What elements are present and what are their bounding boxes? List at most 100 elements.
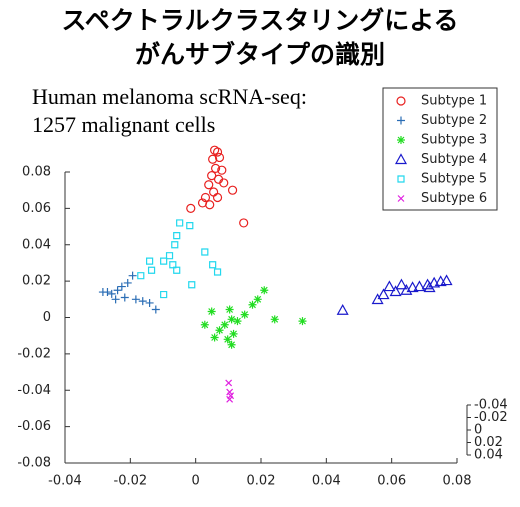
point	[123, 278, 132, 287]
point	[201, 248, 209, 256]
point	[212, 192, 223, 203]
z-tick-label: -0.04	[474, 398, 508, 413]
point	[239, 218, 249, 228]
point	[225, 379, 233, 387]
point	[215, 326, 224, 335]
point	[253, 295, 262, 304]
point	[336, 303, 349, 315]
point	[212, 147, 223, 157]
annotation: 1257 malignant cells	[32, 112, 215, 137]
point	[227, 340, 236, 349]
point	[160, 290, 168, 299]
point	[413, 280, 426, 292]
y-tick-label: 0.06	[22, 201, 51, 216]
point	[240, 310, 249, 319]
point	[210, 333, 219, 342]
point	[160, 257, 168, 265]
legend-marker	[397, 195, 405, 202]
point	[209, 187, 219, 197]
point	[209, 261, 217, 269]
point	[137, 272, 145, 280]
legend-label: Subtype 3	[421, 133, 487, 148]
point	[298, 317, 307, 326]
z-tick-label: -0.02	[474, 410, 508, 425]
legend-marker	[397, 175, 405, 183]
x-tick-label: 0.08	[443, 474, 472, 489]
point	[111, 295, 120, 304]
point	[229, 329, 238, 338]
y-tick-label: -0.02	[17, 346, 51, 361]
point	[227, 185, 238, 195]
point	[173, 266, 181, 274]
legend-marker	[397, 136, 405, 144]
point	[213, 268, 222, 276]
z-tick-label: 0.04	[474, 448, 503, 463]
point	[395, 278, 408, 290]
point	[98, 288, 107, 297]
legend-label: Subtype 6	[421, 191, 487, 206]
y-tick-label: 0.08	[22, 165, 51, 180]
legend-label: Subtype 4	[421, 152, 487, 167]
point	[260, 286, 269, 295]
x-tick-label: -0.04	[48, 474, 82, 489]
z-tick-label: 0	[474, 423, 482, 438]
point	[186, 222, 194, 230]
point	[270, 315, 279, 324]
point	[226, 395, 234, 403]
legend-box	[382, 87, 498, 211]
y-tick-label: 0.04	[22, 237, 51, 252]
point	[207, 171, 217, 181]
point	[200, 320, 209, 329]
point	[217, 165, 227, 175]
annotation: Human melanoma scRNA-seq:	[32, 84, 307, 109]
x-tick-label: 0.02	[247, 474, 276, 489]
point	[406, 281, 419, 293]
point	[131, 295, 140, 304]
point	[120, 293, 129, 302]
x-tick-label: -0.02	[114, 474, 148, 489]
point	[383, 280, 396, 292]
y-tick-label: -0.06	[17, 419, 51, 434]
point	[223, 335, 232, 344]
point	[113, 286, 122, 295]
point	[147, 266, 156, 274]
point	[208, 154, 218, 164]
point	[173, 232, 181, 240]
point	[423, 281, 436, 293]
z-tick-label: 0.02	[474, 435, 503, 450]
point	[233, 317, 242, 326]
legend-label: Subtype 2	[421, 113, 487, 128]
point	[227, 315, 236, 324]
point	[214, 152, 225, 163]
point	[219, 178, 229, 188]
point	[128, 271, 137, 280]
chart-title: スペクトラルクラスタリングによる	[61, 6, 458, 35]
point	[440, 274, 453, 286]
y-tick-label: 0.02	[22, 274, 51, 289]
point	[200, 192, 211, 203]
legend-marker	[397, 116, 405, 125]
point	[176, 219, 184, 227]
point	[171, 241, 179, 249]
point	[117, 282, 126, 291]
point	[377, 288, 390, 300]
chart-title: がんサブタイプの識別	[135, 40, 385, 69]
x-tick-label: 0.06	[377, 474, 406, 489]
point	[225, 305, 234, 314]
point	[207, 307, 216, 316]
point	[188, 281, 196, 289]
point	[151, 305, 160, 314]
point	[204, 180, 214, 190]
point	[389, 285, 402, 297]
point	[138, 297, 147, 306]
legend-label: Subtype 5	[421, 172, 487, 187]
legend-marker	[396, 96, 406, 106]
point	[146, 257, 154, 265]
point	[205, 200, 215, 210]
x-tick-label: 0	[192, 474, 200, 489]
y-tick-label: 0	[43, 310, 51, 325]
point	[428, 276, 441, 288]
legend-marker	[394, 153, 408, 165]
y-tick-label: -0.08	[17, 456, 51, 471]
